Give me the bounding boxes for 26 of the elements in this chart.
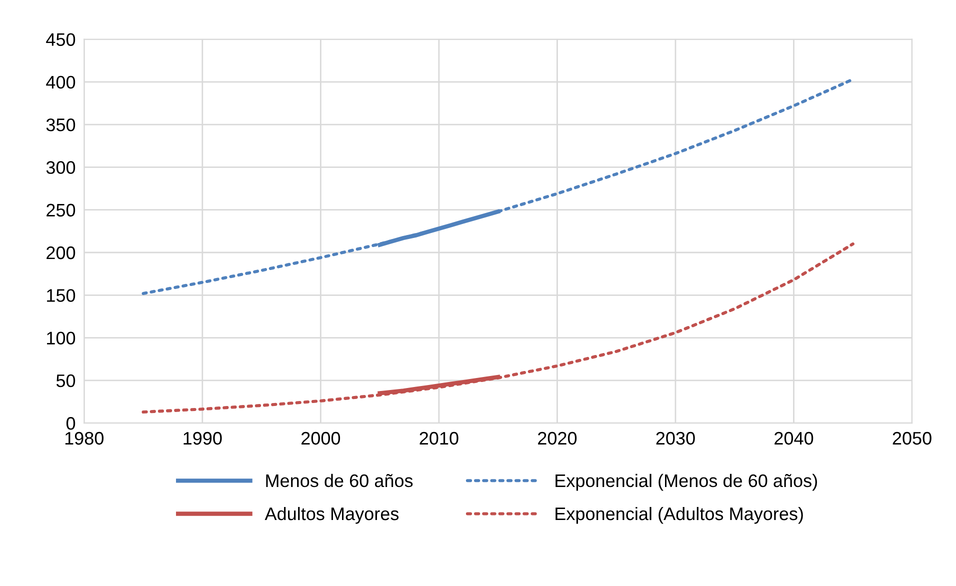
x-tick-label: 2020 (538, 432, 577, 445)
x-tick-label: 1990 (184, 432, 222, 445)
y-tick-label: 50 (56, 374, 76, 388)
y-tick-label: 150 (47, 289, 76, 302)
line-series (378, 209, 500, 247)
y-tick-label: 350 (46, 118, 76, 132)
legend-label: Menos de 60 años (266, 474, 413, 488)
y-tick-label: 100 (47, 332, 76, 345)
legend-label: Exponencial (Menos de 60 años) (556, 474, 817, 491)
line-series (142, 242, 854, 414)
x-tick-label: 1980 (65, 432, 104, 445)
y-tick-label: 0 (66, 417, 76, 430)
line-series (378, 374, 500, 396)
legend-label: Exponencial (Adultos Mayores) (556, 506, 803, 524)
y-tick-label: 400 (46, 76, 76, 89)
y-tick-label: 250 (46, 204, 76, 217)
line-series (142, 78, 854, 295)
x-tick-label: 2040 (774, 432, 814, 445)
x-tick-label: 2010 (420, 432, 458, 445)
x-tick-label: 2000 (301, 432, 340, 445)
y-tick-label: 300 (46, 161, 76, 174)
x-tick-label: 2050 (892, 432, 932, 445)
legend-label: Adultos Mayores (264, 506, 399, 524)
x-tick-label: 2030 (656, 432, 695, 445)
y-tick-label: 200 (46, 246, 76, 260)
y-tick-label: 450 (46, 33, 76, 46)
